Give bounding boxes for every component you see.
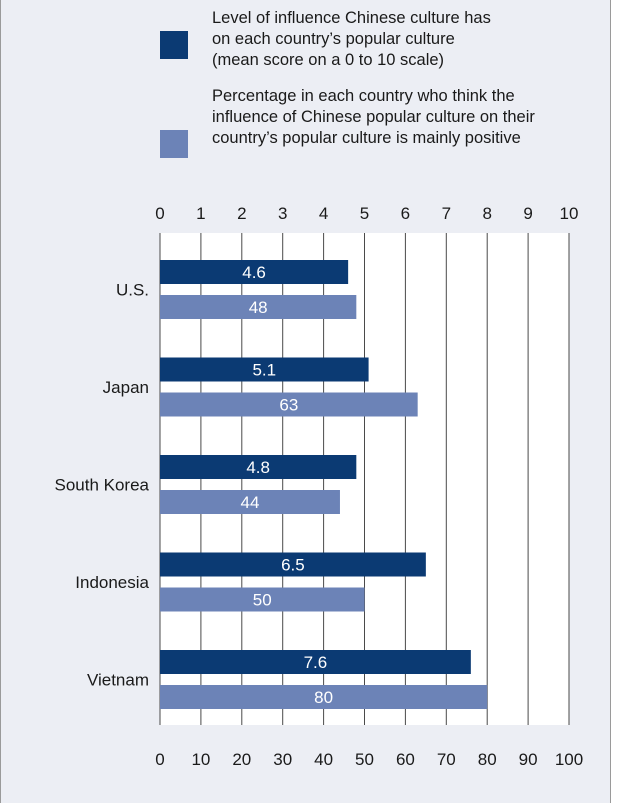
legend-label-influence-score: Level of influence Chinese culture has o… [212,9,491,69]
top-axis-tick-label: 5 [360,204,369,223]
top-axis-tick-label: 1 [196,204,205,223]
bar-label-positive-percent: 80 [314,688,333,707]
legend-swatch-dark [160,31,188,59]
bar-label-influence-score: 7.6 [304,653,328,672]
bottom-axis-tick-label: 60 [396,750,415,769]
bar-positive-percent [160,685,488,709]
bar-label-positive-percent: 44 [241,493,260,512]
top-axis-tick-label: 0 [155,204,164,223]
legend-item-positive-percent: Percentage in each country who think the… [1,87,601,160]
bottom-axis-tick-label: 100 [555,750,583,769]
top-axis-tick-label: 4 [319,204,328,223]
bar-label-influence-score: 5.1 [252,361,276,380]
bar-positive-percent [160,392,418,417]
category-label: South Korea [54,476,149,495]
category-label: Japan [103,378,149,397]
bottom-axis-tick-label: 10 [191,750,210,769]
bottom-axis-tick-label: 0 [155,750,164,769]
top-axis-tick-label: 9 [523,204,532,223]
category-label: Indonesia [75,573,149,592]
bar-positive-percent [160,490,340,514]
top-axis-tick-label: 3 [278,204,287,223]
top-axis-tick-label: 10 [560,204,579,223]
bar-label-influence-score: 4.8 [246,458,270,477]
bar-label-influence-score: 6.5 [281,556,305,575]
bottom-axis-tick-label: 80 [478,750,497,769]
bottom-axis-tick-label: 70 [437,750,456,769]
bar-influence-score [160,260,349,284]
bar-label-positive-percent: 48 [249,298,268,317]
bar-influence-score [160,455,357,479]
bottom-axis-tick-label: 30 [273,750,292,769]
bottom-axis-tick-label: 20 [232,750,251,769]
top-axis-tick-label: 6 [401,204,410,223]
bottom-axis-tick-label: 90 [519,750,538,769]
bar-label-influence-score: 4.6 [242,263,266,282]
bottom-axis-tick-label: 50 [355,750,374,769]
bar-positive-percent [160,295,357,319]
bar-label-positive-percent: 50 [253,591,272,610]
category-label: Vietnam [87,671,149,690]
bar-label-positive-percent: 63 [279,396,298,415]
legend-item-influence-score: Level of influence Chinese culture has o… [1,5,601,75]
bar-influence-score [160,650,471,674]
legend-swatch-light [160,130,188,158]
bar-influence-score [160,552,426,577]
bar-positive-percent [160,587,365,612]
bar-influence-score [160,357,369,382]
bottom-axis-tick-label: 40 [314,750,333,769]
top-axis-tick-label: 2 [237,204,246,223]
category-label: U.S. [116,281,149,300]
legend-label-positive-percent: Percentage in each country who think the… [212,87,535,147]
top-axis-tick-label: 8 [482,204,491,223]
top-axis-tick-label: 7 [442,204,451,223]
